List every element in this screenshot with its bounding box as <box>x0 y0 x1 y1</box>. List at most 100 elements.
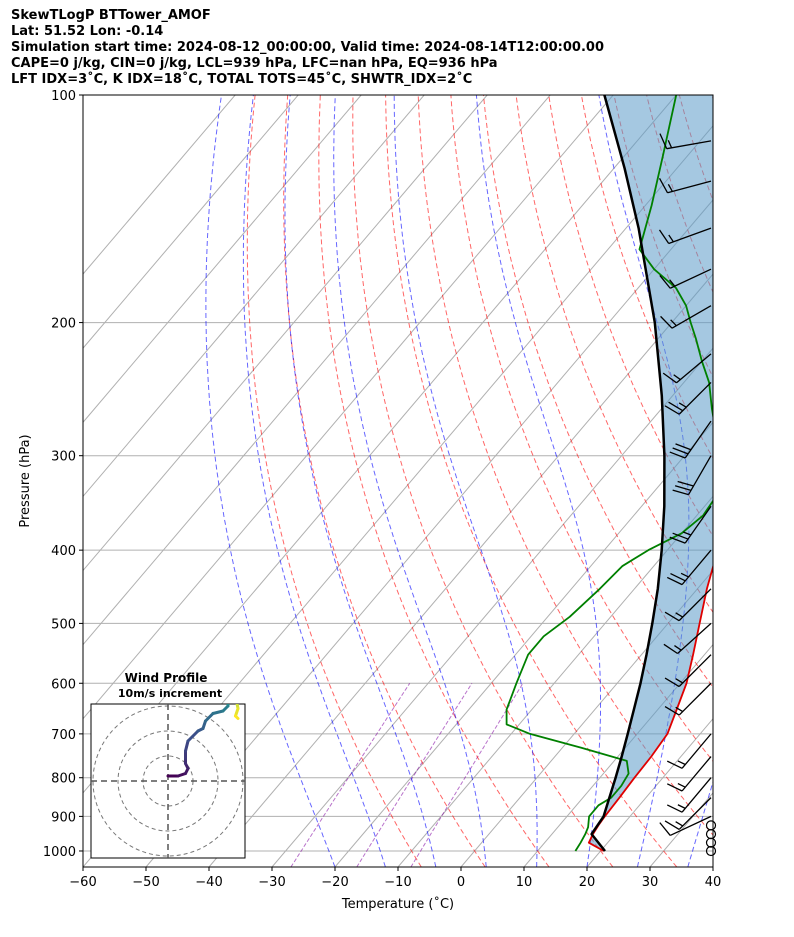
x-tick-label: −40 <box>195 875 222 890</box>
cape-shading <box>588 95 713 851</box>
wind-barb <box>664 381 712 415</box>
barb-staff <box>678 654 712 687</box>
hodograph-segment <box>216 679 219 684</box>
chart-header: SkewTLogP BTTower_AMOF Lat: 51.52 Lon: -… <box>11 8 604 88</box>
x-tick-label: 10 <box>516 875 533 890</box>
x-tick-label: −60 <box>69 875 96 890</box>
hodograph-inset: Wind Profile 10m/s increment <box>90 651 246 859</box>
y-tick-label: 800 <box>51 772 76 787</box>
barb-staff <box>678 588 712 622</box>
x-tick-label: 40 <box>705 875 722 890</box>
cape-area <box>588 95 713 851</box>
barb-half-flag <box>668 234 674 243</box>
barb-half-flag <box>675 678 684 684</box>
barb-staff <box>681 733 712 769</box>
wind-barb <box>705 829 717 840</box>
y-tick-label: 200 <box>51 317 76 332</box>
barb-flag <box>672 447 689 455</box>
y-tick-label: 300 <box>51 450 76 465</box>
mixing-ratio-line <box>356 683 473 867</box>
barb-flag <box>663 643 678 655</box>
isotherm-line <box>83 95 425 498</box>
wind-barb <box>664 797 712 831</box>
barb-flag <box>658 229 670 244</box>
dry-adiabat <box>745 95 794 867</box>
barb-half-flag <box>680 572 689 578</box>
barb-half-flag <box>674 645 682 651</box>
barb-flag <box>659 275 671 289</box>
dry-adiabat <box>450 95 713 763</box>
barb-half-flag <box>670 319 677 327</box>
isotherm-line <box>334 421 713 867</box>
isotherm-line <box>460 569 713 867</box>
calm-circle <box>705 845 717 857</box>
hodograph-segment <box>231 651 234 656</box>
wind-barb <box>666 756 712 792</box>
hodograph-segment <box>218 656 231 669</box>
barb-half-flag <box>673 374 681 381</box>
location-line: Lat: 51.52 Lon: -0.14 <box>11 24 164 39</box>
calm-circle <box>705 829 717 840</box>
barb-flag <box>666 804 683 813</box>
barb-flag <box>672 532 689 540</box>
barb-staff <box>678 682 712 716</box>
moist-adiabat <box>242 95 386 867</box>
barb-flag <box>664 405 680 415</box>
barb-half-flag <box>677 782 686 788</box>
barb-flag <box>660 315 673 329</box>
dry-adiabat <box>515 95 713 614</box>
barb-flag <box>674 485 692 491</box>
wind-barb <box>660 305 712 329</box>
dry-adiabat <box>246 95 422 867</box>
y-axis-ticks: 100 200 300 400 500 600 700 800 900 1000 <box>43 89 83 860</box>
x-tick-label: 0 <box>457 875 465 890</box>
barb-staff <box>678 381 712 415</box>
isotherm-line <box>776 95 794 867</box>
dewpoint-line <box>505 95 713 852</box>
barb-flag <box>666 783 683 792</box>
wind-barb <box>705 837 717 848</box>
y-axis-label: Pressure (hPa) <box>18 434 33 527</box>
hodograph-segment <box>184 739 190 753</box>
wind-barb <box>664 588 712 622</box>
hodograph-subtitle: 10m/s increment <box>118 687 222 700</box>
dry-adiabat <box>283 95 486 867</box>
hodograph-title: Wind Profile <box>125 671 208 685</box>
isotherm-line <box>397 495 713 867</box>
mixing-ratio-lines <box>290 683 524 867</box>
barb-staff <box>676 353 712 384</box>
y-tick-label: 700 <box>51 728 76 743</box>
x-axis-ticks: −60 −50 −40 −30 −20 −10 0 10 20 30 40 <box>69 867 721 890</box>
wind-barb <box>658 227 712 245</box>
isotherm-line <box>83 95 488 572</box>
wind-barb <box>664 654 712 688</box>
mixing-ratio-line <box>410 683 524 867</box>
wind-barb <box>705 820 717 831</box>
barb-staff <box>667 180 712 194</box>
isotherm-line <box>586 717 713 867</box>
wind-barb <box>666 733 712 769</box>
y-tick-label: 1000 <box>43 845 76 860</box>
barb-flag <box>669 536 686 544</box>
isotherm-line <box>83 95 236 275</box>
hodograph-segment <box>233 651 236 654</box>
hodograph-segment <box>235 704 240 710</box>
isotherm-line <box>271 347 713 867</box>
wind-barb <box>662 353 712 384</box>
wind-barb <box>659 268 712 289</box>
barb-flag <box>659 822 671 836</box>
barb-half-flag <box>667 140 673 149</box>
y-tick-label: 500 <box>51 617 76 632</box>
barb-half-flag <box>682 531 692 536</box>
barb-flag <box>658 178 669 194</box>
barb-flag <box>662 372 677 384</box>
barb-staff <box>668 227 712 245</box>
isotherm-line <box>83 95 614 720</box>
moist-adiabat <box>333 95 487 867</box>
wind-barb <box>659 815 712 836</box>
hodograph-segment <box>234 714 240 720</box>
isotherm-line <box>208 273 713 867</box>
isotherm-line <box>83 95 299 349</box>
barb-staff <box>681 777 712 813</box>
barb-flag <box>670 572 686 582</box>
